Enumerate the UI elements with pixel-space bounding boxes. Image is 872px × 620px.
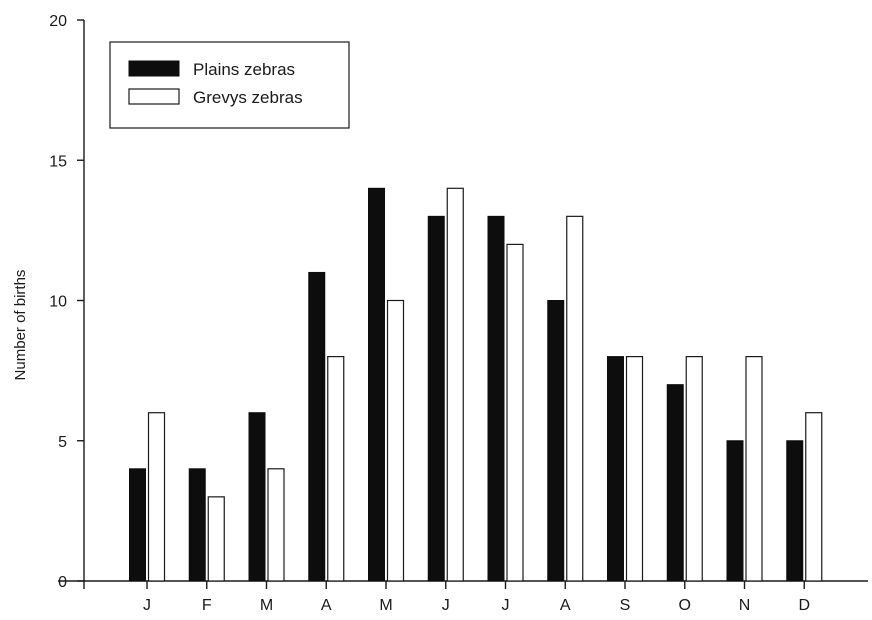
bar-grevys-zebras xyxy=(267,468,285,582)
x-tick-label: M xyxy=(260,597,273,614)
bar-grevys-zebras xyxy=(506,243,524,582)
y-tick-label: 15 xyxy=(49,153,67,170)
x-tick-label: D xyxy=(798,597,810,614)
bar-plains-zebras xyxy=(427,215,445,582)
bar-grevys-zebras xyxy=(805,412,823,582)
bar-plains-zebras xyxy=(368,187,385,582)
x-tick-label: F xyxy=(202,597,212,614)
bar-grevys-zebras xyxy=(625,356,644,582)
bar-grevys-zebras xyxy=(745,356,763,582)
bar-plains-zebras xyxy=(547,300,565,582)
legend-box xyxy=(109,41,350,129)
y-tick-label: 5 xyxy=(58,434,67,451)
bar-plains-zebras xyxy=(308,271,326,582)
bar-plains-zebras xyxy=(666,384,684,582)
y-tick-label: 10 xyxy=(49,294,67,311)
bar-grevys-zebras xyxy=(685,356,703,582)
x-tick-label: J xyxy=(442,597,450,614)
legend: Plains zebras Grevys zebras xyxy=(109,41,350,129)
bar-plains-zebras xyxy=(188,468,206,582)
x-tick-label: O xyxy=(679,597,691,614)
bar-grevys-zebras xyxy=(147,412,166,582)
y-ticks: 0 5 10 15 20 xyxy=(49,13,84,591)
y-tick-label: 20 xyxy=(49,13,67,30)
legend-label-grevys: Grevys zebras xyxy=(193,88,303,107)
x-tick-label: A xyxy=(321,597,332,614)
x-tick-label: N xyxy=(739,597,751,614)
x-tick-label: A xyxy=(560,597,571,614)
bar-plains-zebras xyxy=(487,215,505,582)
bar-grevys-zebras xyxy=(446,187,464,582)
x-tick-label: S xyxy=(620,597,631,614)
legend-label-plains: Plains zebras xyxy=(193,60,295,79)
bars xyxy=(129,187,823,582)
x-tick-label: J xyxy=(143,597,151,614)
bar-plains-zebras xyxy=(786,440,804,582)
bar-plains-zebras xyxy=(726,440,744,582)
legend-swatch-grevys xyxy=(128,88,180,105)
x-tick-label: J xyxy=(502,597,510,614)
y-axis-label: Number of births xyxy=(12,270,29,381)
bar-grevys-zebras xyxy=(566,215,584,582)
x-tick-label: M xyxy=(379,597,392,614)
bar-grevys-zebras xyxy=(207,496,225,582)
y-tick-label: 0 xyxy=(58,574,67,591)
bar-plains-zebras xyxy=(248,412,266,582)
bar-plains-zebras xyxy=(129,468,146,582)
bar-plains-zebras xyxy=(607,356,624,582)
legend-swatch-plains xyxy=(128,60,180,77)
bar-grevys-zebras xyxy=(327,356,345,582)
bar-grevys-zebras xyxy=(386,299,405,582)
